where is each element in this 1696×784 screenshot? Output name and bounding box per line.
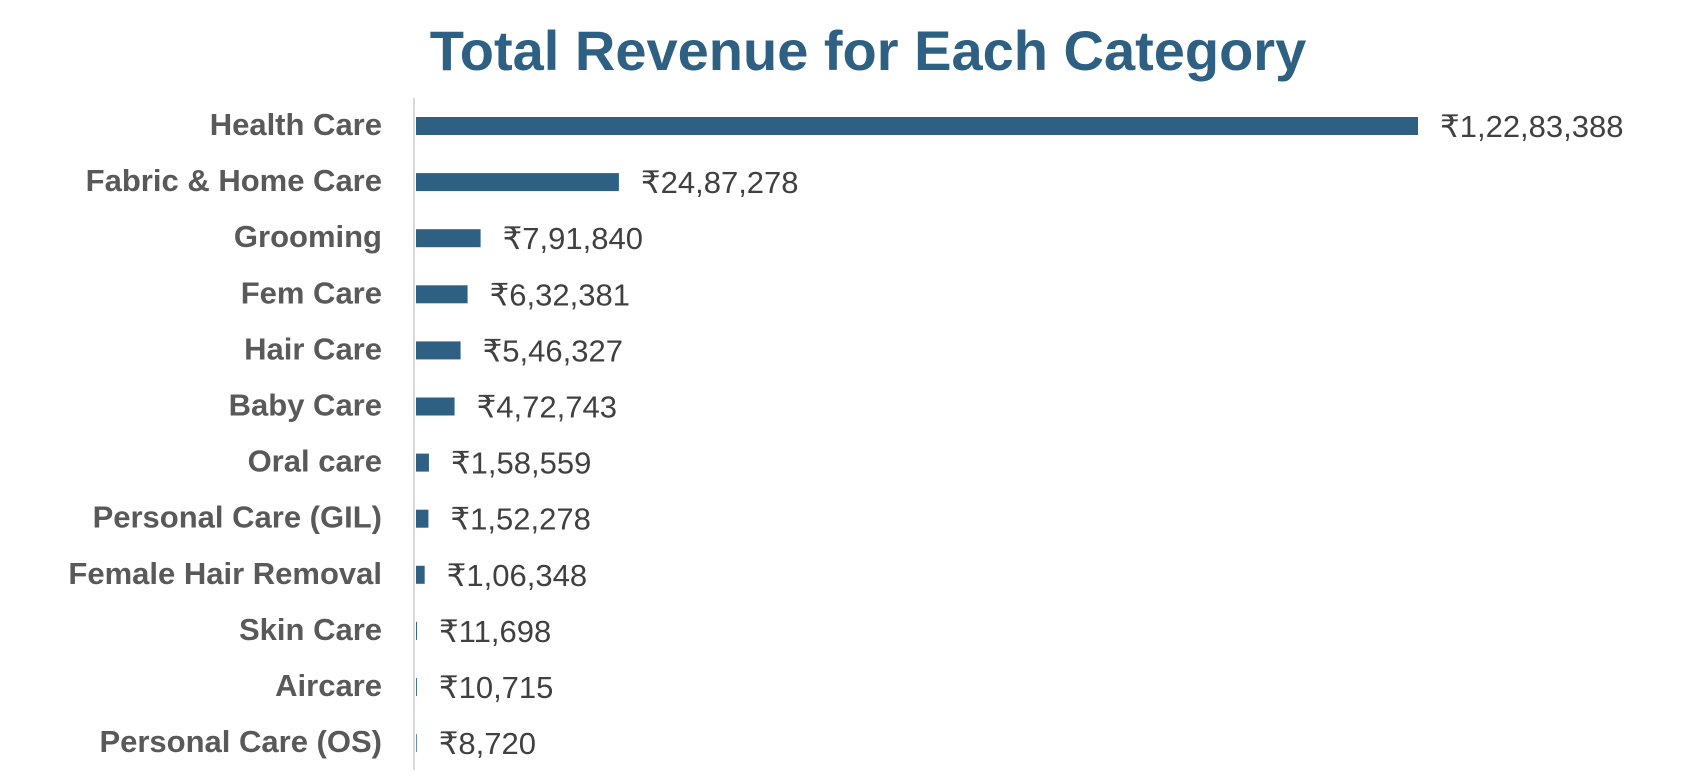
data-labels: ₹1,22,83,388 ₹24,87,278 ₹7,91,840 ₹6,32,381… (439, 109, 1624, 761)
bar-1 (416, 173, 619, 192)
category-label: Baby Care (229, 388, 382, 423)
category-label: Fem Care (241, 275, 382, 310)
category-label: Personal Care (OS) (99, 724, 382, 759)
category-label: Oral care (248, 444, 382, 479)
category-label: Health Care (210, 107, 382, 142)
bar-0 (416, 117, 1418, 135)
category-label: Fabric & Home Care (86, 163, 382, 198)
category-label: Female Hair Removal (68, 556, 382, 591)
bar-10 (416, 678, 417, 696)
data-label: ₹1,06,348 (447, 558, 587, 593)
bar-2 (416, 229, 481, 248)
category-label: Personal Care (GIL) (93, 500, 382, 535)
bar-11 (416, 734, 417, 753)
category-label: Skin Care (239, 612, 382, 647)
data-label: ₹4,72,743 (477, 390, 617, 425)
bars-layer (416, 117, 1418, 753)
data-label: ₹1,52,278 (450, 502, 590, 537)
bar-7 (416, 509, 429, 528)
category-labels: Health Care Fabric & Home Care Grooming Fem… (68, 107, 382, 759)
data-label: ₹11,698 (439, 614, 551, 649)
data-label: ₹6,32,381 (490, 277, 630, 312)
data-label: ₹10,715 (439, 670, 554, 705)
data-label: ₹24,87,278 (641, 165, 799, 200)
data-label: ₹5,46,327 (483, 333, 623, 368)
category-label: Aircare (275, 668, 382, 703)
data-label: ₹1,22,83,388 (1440, 109, 1624, 144)
data-label: ₹8,720 (439, 726, 536, 761)
bar-5 (416, 397, 455, 416)
bar-9 (416, 621, 417, 640)
category-label: Hair Care (244, 331, 382, 366)
bar-8 (416, 565, 425, 584)
chart-title: Total Revenue for Each Category (430, 19, 1307, 82)
data-label: ₹7,91,840 (503, 221, 643, 256)
bar-3 (416, 285, 468, 304)
bar-4 (416, 341, 461, 360)
category-label: Grooming (234, 219, 382, 254)
data-label: ₹1,58,559 (451, 446, 591, 481)
bar-6 (416, 453, 429, 472)
